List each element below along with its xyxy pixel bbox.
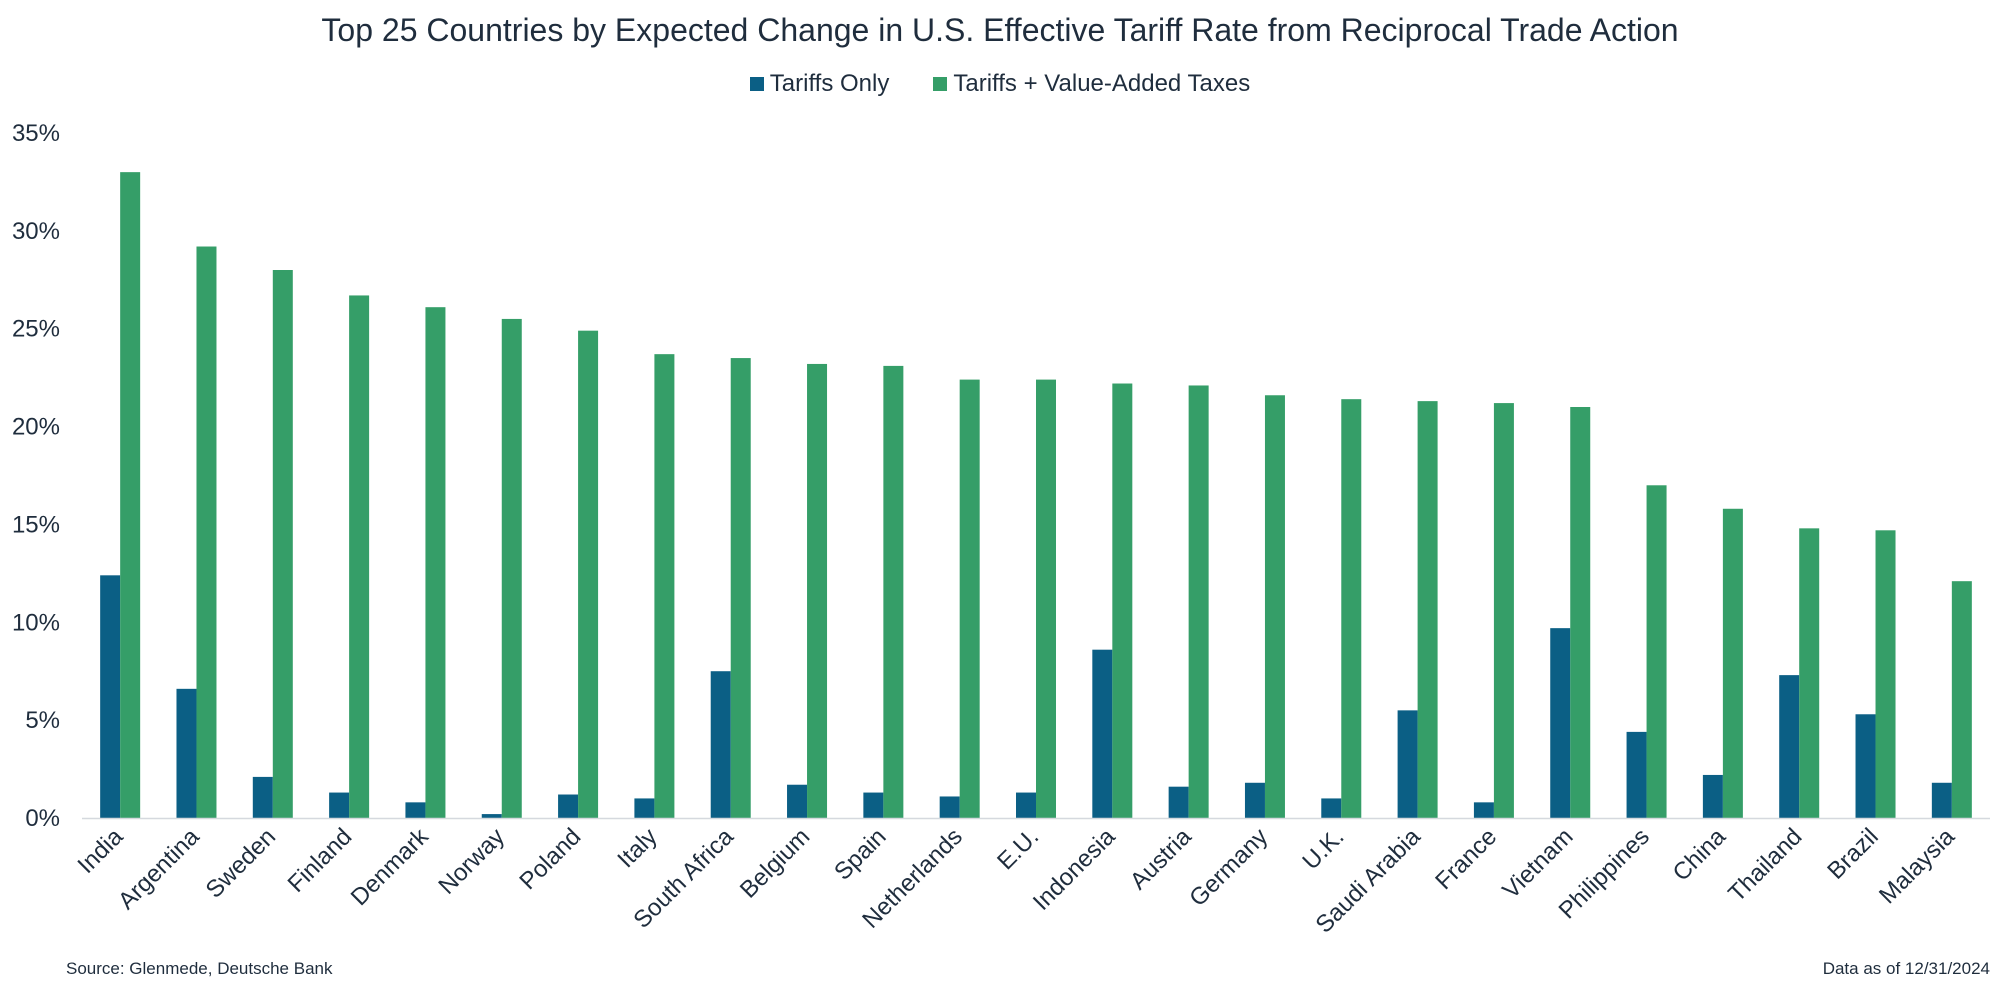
legend-swatch-tariffs-vat: [933, 77, 948, 91]
bar-tariffs-value-added-taxes-france: [1493, 403, 1514, 818]
bar-tariffs-only-france: [1473, 802, 1494, 818]
bar-tariffs-only-argentina: [176, 688, 197, 818]
bar-tariffs-value-added-taxes-belgium: [807, 363, 828, 818]
y-tick-label: 35%: [12, 120, 60, 147]
bar-tariffs-only-spain: [863, 792, 884, 818]
bar-tariffs-value-added-taxes-brazil: [1875, 530, 1896, 818]
bar-tariffs-value-added-taxes-vietnam: [1570, 407, 1591, 818]
legend: Tariffs Only Tariffs + Value-Added Taxes: [0, 70, 2000, 98]
bar-tariffs-value-added-taxes-south-africa: [730, 358, 751, 818]
data-date-note: Data as of 12/31/2024: [1822, 959, 1990, 978]
legend-item-tariffs-only: Tariffs Only: [749, 70, 890, 98]
x-tick-label: Poland: [514, 823, 586, 895]
x-tick-label: India: [73, 823, 129, 879]
legend-label-tariffs-only: Tariffs Only: [769, 70, 890, 97]
legend-label-tariffs-vat: Tariffs + Value-Added Taxes: [953, 70, 1251, 97]
bar-tariffs-only-e-u: [1016, 792, 1036, 818]
x-tick-label: Finland: [283, 823, 358, 898]
x-tick-label: Norway: [433, 823, 510, 900]
x-tick-label: Argentina: [113, 823, 205, 915]
y-tick-label: 5%: [25, 707, 60, 734]
bar-tariffs-value-added-taxes-india: [120, 172, 141, 819]
bar-tariffs-only-china: [1702, 774, 1723, 818]
y-tick-label: 20%: [12, 414, 60, 441]
legend-swatch-tariffs-only: [749, 77, 764, 91]
bar-tariffs-value-added-taxes-spain: [883, 365, 904, 818]
bar-tariffs-only-u-k: [1321, 798, 1342, 818]
bar-tariffs-only-thailand: [1779, 675, 1800, 818]
bar-tariffs-only-belgium: [787, 784, 808, 818]
x-tick-label: Germany: [1184, 823, 1273, 912]
bar-tariffs-only-brazil: [1855, 714, 1876, 818]
bar-tariffs-value-added-taxes-austria: [1188, 385, 1209, 818]
bar-tariffs-value-added-taxes-thailand: [1799, 528, 1820, 818]
bar-tariffs-only-malaysia: [1931, 782, 1952, 818]
bar-tariffs-only-netherlands: [939, 796, 960, 818]
bar-tariffs-value-added-taxes-sweden: [272, 270, 293, 818]
y-tick-label: 25%: [12, 316, 60, 343]
y-tick-label: 0%: [25, 805, 60, 832]
bar-tariffs-only-germany: [1244, 782, 1265, 818]
source-note: Source: Glenmede, Deutsche Bank: [66, 959, 333, 978]
bar-tariffs-value-added-taxes-e-u: [1036, 379, 1056, 818]
bar-tariffs-only-denmark: [405, 802, 426, 818]
chart-title: Top 25 Countries by Expected Change in U…: [321, 12, 1679, 48]
bar-tariffs-only-poland: [558, 794, 579, 818]
bar-tariffs-only-italy: [634, 798, 655, 818]
y-tick-label: 30%: [12, 218, 60, 245]
bar-tariffs-value-added-taxes-china: [1722, 508, 1743, 818]
bar-tariffs-value-added-taxes-denmark: [425, 307, 446, 818]
x-tick-label: France: [1430, 823, 1502, 895]
bar-tariffs-only-philippines: [1626, 731, 1647, 818]
x-tick-label: Spain: [829, 823, 892, 886]
x-tick-label: China: [1668, 823, 1732, 887]
bar-tariffs-only-sweden: [252, 776, 273, 818]
y-tick-label: 15%: [12, 511, 60, 538]
bar-tariffs-value-added-taxes-indonesia: [1112, 383, 1133, 818]
bar-tariffs-only-austria: [1168, 786, 1189, 818]
bar-tariffs-only-saudi-arabia: [1397, 710, 1418, 818]
x-tick-label: Austria: [1125, 823, 1197, 895]
bar-tariffs-value-added-taxes-netherlands: [959, 379, 980, 818]
bar-tariffs-only-vietnam: [1550, 628, 1571, 818]
x-tick-label: Malaysia: [1874, 823, 1961, 910]
bar-tariffs-value-added-taxes-poland: [578, 330, 599, 818]
bar-tariffs-only-indonesia: [1092, 649, 1113, 818]
bar-tariffs-value-added-taxes-italy: [654, 354, 675, 818]
x-tick-label: Denmark: [346, 822, 435, 911]
x-tick-label: U.K.: [1297, 823, 1349, 875]
x-tick-label: Thailand: [1723, 823, 1807, 907]
x-tick-label: E.U.: [992, 823, 1044, 875]
legend-item-tariffs-vat: Tariffs + Value-Added Taxes: [933, 70, 1250, 98]
bar-tariffs-value-added-taxes-germany: [1264, 395, 1285, 818]
bar-tariffs-value-added-taxes-norway: [501, 318, 522, 818]
bar-tariffs-only-norway: [481, 814, 502, 818]
x-tick-label: Indonesia: [1028, 823, 1121, 916]
bar-tariffs-value-added-taxes-saudi-arabia: [1417, 401, 1438, 818]
bar-tariffs-only-finland: [329, 792, 350, 818]
bar-tariffs-only-india: [100, 575, 121, 818]
bar-tariffs-value-added-taxes-u-k: [1341, 399, 1362, 818]
bar-tariffs-value-added-taxes-argentina: [196, 246, 217, 818]
bar-tariffs-only-south-africa: [710, 671, 731, 818]
x-tick-label: Belgium: [735, 823, 815, 903]
bar-tariffs-value-added-taxes-finland: [349, 295, 370, 818]
y-tick-label: 10%: [12, 609, 60, 636]
x-tick-label: Italy: [612, 823, 662, 873]
bar-tariffs-value-added-taxes-philippines: [1646, 485, 1667, 818]
x-tick-label: Sweden: [201, 823, 281, 903]
bar-tariffs-value-added-taxes-malaysia: [1951, 581, 1972, 818]
x-tick-label: Brazil: [1822, 823, 1884, 885]
